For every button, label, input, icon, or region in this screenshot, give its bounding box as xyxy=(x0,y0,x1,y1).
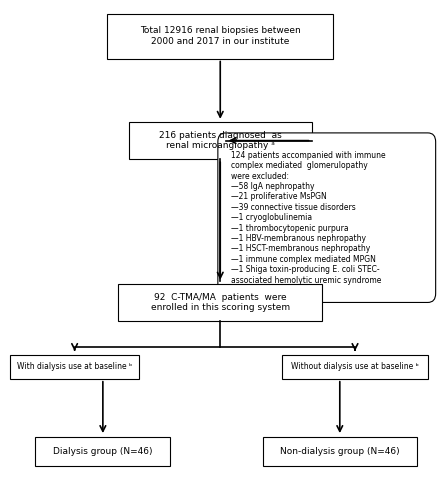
Text: Without dialysis use at baseline ᵇ: Without dialysis use at baseline ᵇ xyxy=(290,362,418,372)
Text: 124 patients accompanied with immune
complex mediated  glomerulopathy
were exclu: 124 patients accompanied with immune com… xyxy=(230,151,385,284)
Text: Dialysis group (N=46): Dialysis group (N=46) xyxy=(53,447,152,456)
Text: Total 12916 renal biopsies between
2000 and 2017 in our institute: Total 12916 renal biopsies between 2000 … xyxy=(140,26,300,46)
Text: Non-dialysis group (N=46): Non-dialysis group (N=46) xyxy=(279,447,399,456)
FancyBboxPatch shape xyxy=(11,355,138,379)
FancyBboxPatch shape xyxy=(35,437,170,466)
Text: 216 patients diagnosed  as
renal microangiopathy ᵃ: 216 patients diagnosed as renal microang… xyxy=(159,131,281,150)
FancyBboxPatch shape xyxy=(262,437,416,466)
Text: 92  C-TMA/MA  patients  were
enrolled in this scoring system: 92 C-TMA/MA patients were enrolled in th… xyxy=(150,292,289,312)
Text: With dialysis use at baseline ᵇ: With dialysis use at baseline ᵇ xyxy=(17,362,132,372)
FancyBboxPatch shape xyxy=(282,355,427,379)
FancyBboxPatch shape xyxy=(129,122,311,160)
FancyBboxPatch shape xyxy=(107,14,332,59)
FancyBboxPatch shape xyxy=(118,284,321,321)
FancyBboxPatch shape xyxy=(217,133,434,302)
